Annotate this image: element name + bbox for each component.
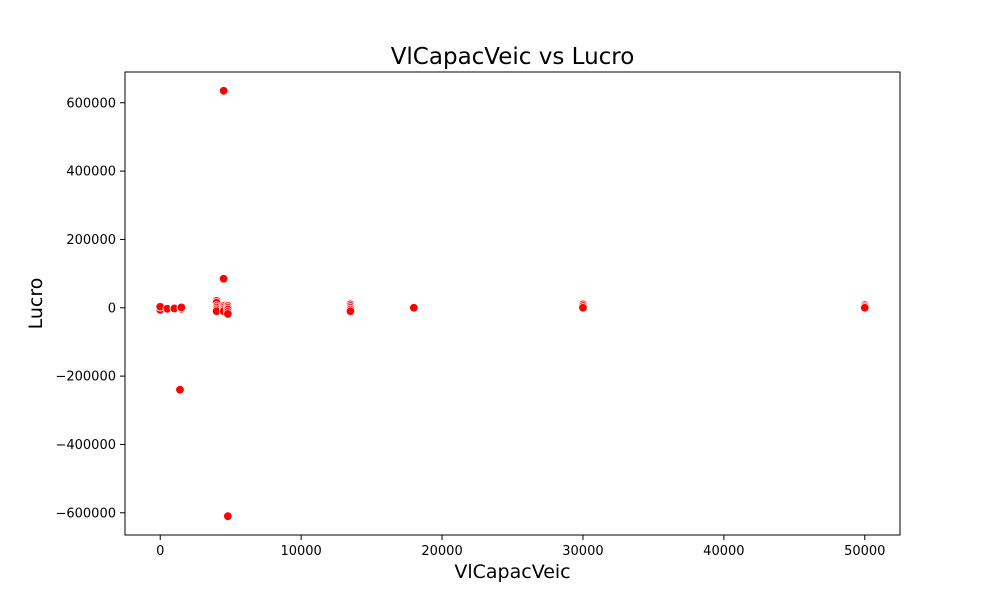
x-tick-label: 0 [156,544,164,559]
plot-area-frame [124,71,901,536]
y-axis-title: Lucro [25,278,47,330]
x-axis-ticks: 0 10000 20000 30000 40000 50000 [156,535,885,559]
scatter-point [223,511,233,521]
x-tick-label: 30000 [562,544,603,559]
scatter-point [218,86,229,96]
scatter-point [176,302,187,313]
y-tick-label: −400000 [55,438,116,453]
x-tick-label: 40000 [703,544,744,559]
y-tick-label: 600000 [66,96,116,111]
y-axis-ticks: −600000 −400000 −200000 0 200000 400000 600000 [55,96,125,521]
x-tick-label: 20000 [421,544,462,559]
scatter-point [218,274,229,284]
scatter-point [345,306,356,316]
scatter-point [409,303,419,313]
scatter-point [175,385,185,395]
chart-title: VlCapacVeic vs Lucro [391,44,635,70]
scatter-point [223,309,233,319]
y-tick-label: 200000 [66,233,116,248]
x-tick-label: 50000 [844,544,885,559]
y-tick-label: −200000 [55,370,116,385]
y-tick-label: 0 [108,301,116,316]
scatter-point [578,303,588,313]
x-tick-label: 10000 [280,544,321,559]
y-tick-label: −600000 [55,506,116,521]
data-points [155,86,870,521]
y-tick-label: 400000 [66,165,116,180]
scatter-point [860,303,870,313]
x-axis-title: VlCapacVeic [454,561,570,583]
